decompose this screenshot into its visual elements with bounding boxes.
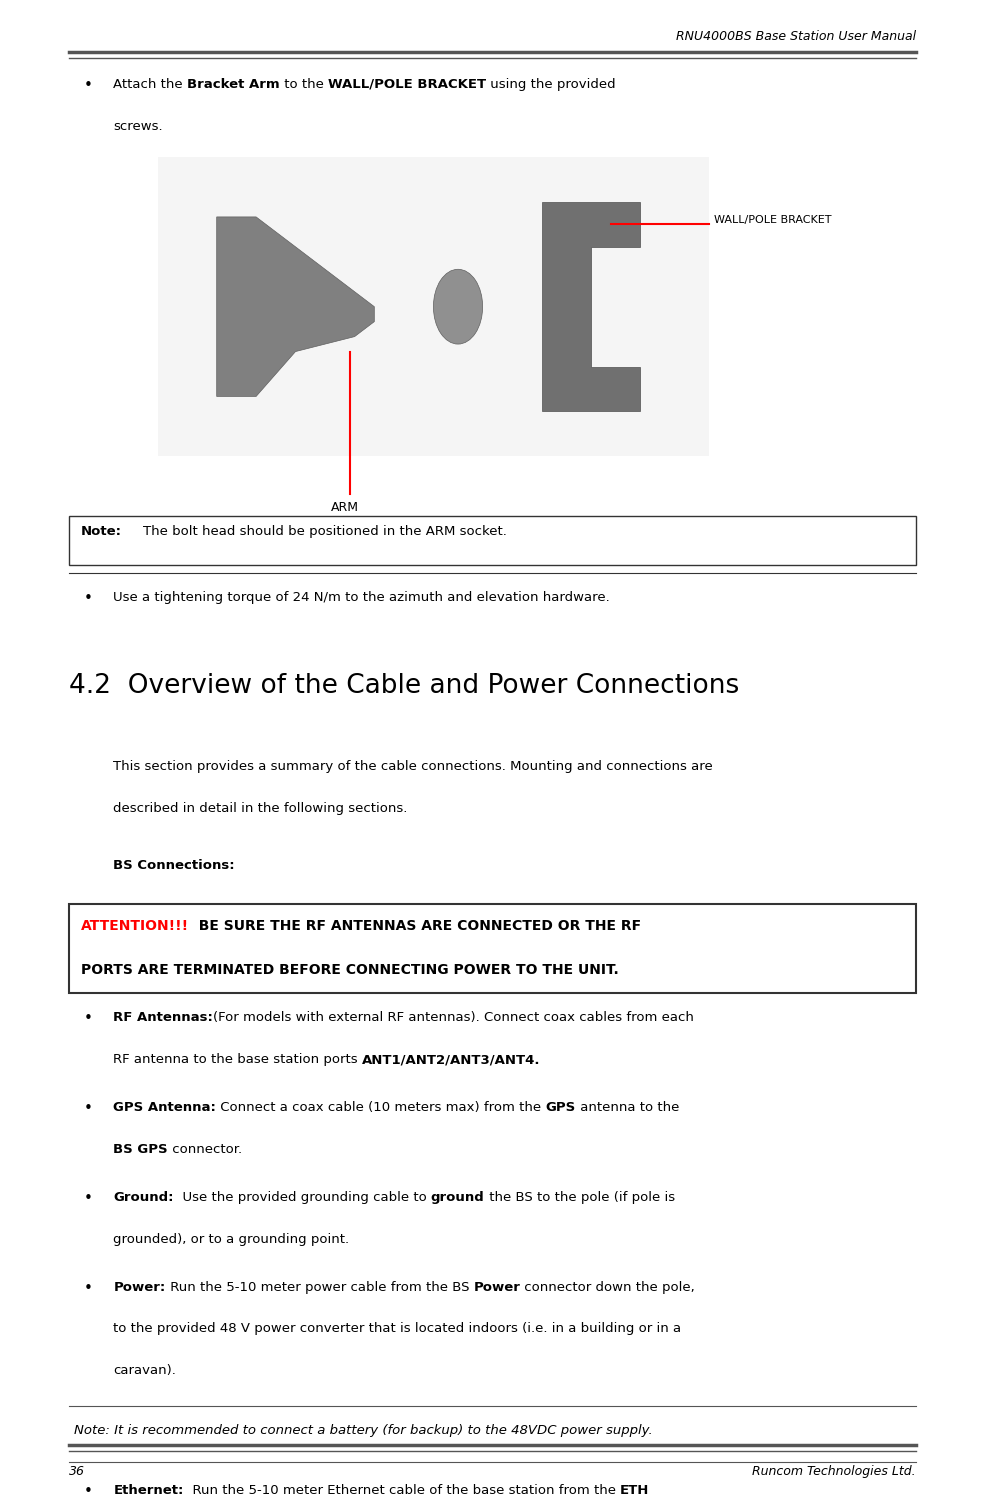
Text: caravan).: caravan). [113, 1364, 176, 1378]
Text: ANT1/ANT2/ANT3/ANT4.: ANT1/ANT2/ANT3/ANT4. [362, 1053, 541, 1067]
Text: Power: Power [473, 1281, 520, 1294]
Text: Ethernet:: Ethernet: [113, 1484, 183, 1496]
Text: •: • [84, 1484, 94, 1496]
Text: BE SURE THE RF ANTENNAS ARE CONNECTED OR THE RF: BE SURE THE RF ANTENNAS ARE CONNECTED OR… [189, 919, 641, 932]
Bar [158, 157, 709, 456]
Text: GPS: GPS [546, 1101, 576, 1115]
Text: Run the 5-10 meter power cable from the BS: Run the 5-10 meter power cable from the … [165, 1281, 473, 1294]
Text: ARM: ARM [331, 501, 359, 515]
Text: •: • [84, 591, 94, 606]
Text: (For models with external RF antennas). Connect coax cables from each: (For models with external RF antennas). … [213, 1011, 694, 1025]
Text: RF Antennas:: RF Antennas: [113, 1011, 213, 1025]
Text: the BS to the pole (if pole is: the BS to the pole (if pole is [485, 1191, 675, 1204]
Text: •: • [84, 1281, 94, 1296]
Text: •: • [84, 1011, 94, 1026]
Text: Connect a coax cable (10 meters max) from the: Connect a coax cable (10 meters max) fro… [216, 1101, 546, 1115]
Bar [69, 516, 916, 565]
Polygon shape [217, 217, 374, 396]
Text: using the provided: using the provided [486, 78, 616, 91]
Text: to the provided 48 V power converter that is located indoors (i.e. in a building: to the provided 48 V power converter tha… [113, 1322, 682, 1336]
Text: described in detail in the following sections.: described in detail in the following sec… [113, 802, 408, 815]
Text: •: • [84, 1191, 94, 1206]
Text: ATTENTION!!!: ATTENTION!!! [81, 919, 189, 932]
Text: connector.: connector. [167, 1143, 242, 1156]
Text: Runcom Technologies Ltd.: Runcom Technologies Ltd. [753, 1465, 916, 1478]
Polygon shape [542, 202, 640, 411]
Text: Use the provided grounding cable to: Use the provided grounding cable to [173, 1191, 430, 1204]
Text: grounded), or to a grounding point.: grounded), or to a grounding point. [113, 1233, 350, 1246]
Text: to the: to the [280, 78, 328, 91]
Text: WALL/POLE BRACKET: WALL/POLE BRACKET [714, 215, 831, 224]
Text: antenna to the: antenna to the [576, 1101, 679, 1115]
Text: GPS Antenna:: GPS Antenna: [113, 1101, 216, 1115]
Text: ground: ground [430, 1191, 485, 1204]
Text: 36: 36 [69, 1465, 85, 1478]
Text: 4.2  Overview of the Cable and Power Connections: 4.2 Overview of the Cable and Power Conn… [69, 673, 739, 699]
Text: connector down the pole,: connector down the pole, [520, 1281, 694, 1294]
Bar [69, 904, 916, 993]
Text: Note:: Note: [81, 525, 122, 539]
Text: This section provides a summary of the cable connections. Mounting and connectio: This section provides a summary of the c… [113, 760, 713, 773]
Text: WALL/POLE BRACKET: WALL/POLE BRACKET [328, 78, 486, 91]
Text: BS GPS: BS GPS [113, 1143, 167, 1156]
Text: Run the 5-10 meter Ethernet cable of the base station from the: Run the 5-10 meter Ethernet cable of the… [183, 1484, 620, 1496]
Text: ETH: ETH [620, 1484, 649, 1496]
Text: RNU4000BS Base Station User Manual: RNU4000BS Base Station User Manual [676, 30, 916, 43]
Text: Ground:: Ground: [113, 1191, 173, 1204]
Text: The bolt head should be positioned in the ARM socket.: The bolt head should be positioned in th… [143, 525, 506, 539]
Text: Power:: Power: [113, 1281, 165, 1294]
Text: Note: It is recommended to connect a battery (for backup) to the 48VDC power sup: Note: It is recommended to connect a bat… [74, 1424, 653, 1438]
Text: RF antenna to the base station ports: RF antenna to the base station ports [113, 1053, 362, 1067]
Text: •: • [84, 1101, 94, 1116]
Text: BS Connections:: BS Connections: [113, 859, 234, 872]
Text: Use a tightening torque of 24 N/m to the azimuth and elevation hardware.: Use a tightening torque of 24 N/m to the… [113, 591, 610, 604]
Text: Bracket Arm: Bracket Arm [187, 78, 280, 91]
Circle shape [433, 269, 483, 344]
Text: •: • [84, 78, 94, 93]
Text: PORTS ARE TERMINATED BEFORE CONNECTING POWER TO THE UNIT.: PORTS ARE TERMINATED BEFORE CONNECTING P… [81, 963, 619, 977]
Text: screws.: screws. [113, 120, 163, 133]
Text: Attach the: Attach the [113, 78, 187, 91]
